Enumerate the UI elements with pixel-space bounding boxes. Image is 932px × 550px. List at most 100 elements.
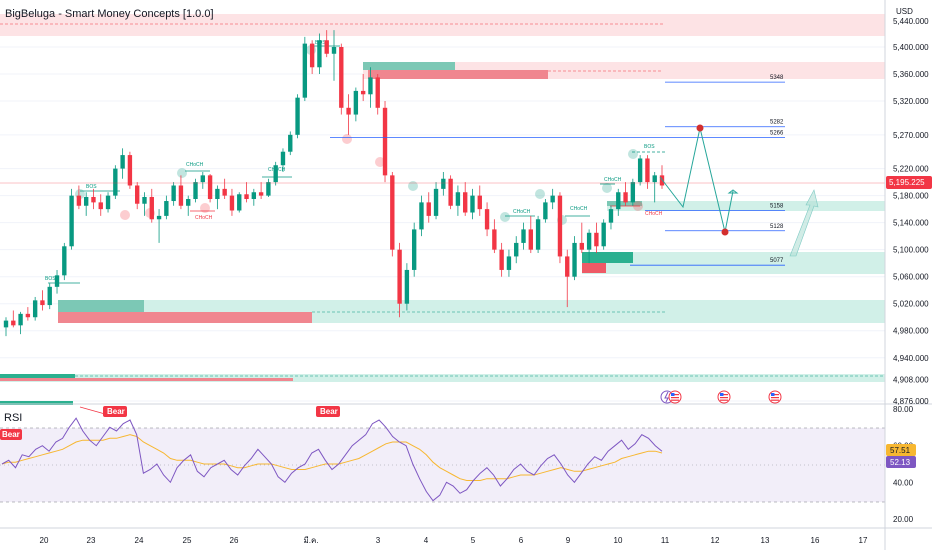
demand-zone-bottom [0,374,885,382]
candle-body [18,313,23,326]
candle-body [237,194,242,211]
rsi-tick-label: 40.00 [893,478,914,487]
time-axis[interactable]: 20 23 24 25 26 มี.ค. 3 4 5 6 9 10 11 12 13 16 17 [40,536,868,545]
rsi-pane: RSI Bear Bear Bear [0,403,932,503]
candle-body [339,47,344,108]
candle-body [32,300,38,318]
candle-body [484,209,490,230]
rsi-line [1,417,663,502]
indicator-title[interactable]: BigBeluga - Smart Money Concepts [1.0.0] [5,8,214,20]
candle-body [135,185,140,204]
candle-body [623,192,628,203]
us-flag-icon[interactable] [717,390,731,404]
candle-body [324,40,329,54]
candle-body [76,195,82,206]
bear-order-block-5000 [58,312,312,323]
time-tick-label: 9 [566,536,571,545]
time-tick-label: 10 [614,536,623,545]
candle-body [229,195,235,211]
candle-body [244,194,249,200]
candle-body [382,107,388,176]
candle-body [251,192,257,200]
time-tick-label: 4 [424,536,429,545]
level-label-5266: 5266 [770,131,784,137]
time-tick-label: 11 [661,536,670,545]
time-tick-label: 26 [230,536,239,545]
candle-body [594,232,599,247]
candle-body [572,242,577,277]
time-tick-label: มี.ค. [303,536,318,545]
economic-events[interactable] [660,390,782,404]
time-tick-label: 23 [87,536,96,545]
rsi-ma-value-tag: 52.13 [886,456,916,468]
candle-body [419,202,424,230]
price-tick-label: 5,320.000 [893,97,929,106]
rsi-tick-label: 80.00 [893,405,914,414]
price-tick-label: 5,100.000 [893,246,929,255]
swing-high-marker [628,149,638,159]
swing-high-marker [602,183,612,193]
time-tick-label: 13 [761,536,770,545]
candle-body [149,196,154,220]
bear-order-block-5077 [582,263,606,273]
demand-zone-edge [0,401,73,405]
candle-body [528,229,533,250]
svg-text:Bear: Bear [107,407,125,416]
bull-order-block-5348 [363,62,455,70]
price-tick-label: 5,220.000 [893,165,929,174]
candle-body [375,77,380,108]
candle-body [156,215,162,220]
price-tick-label: 4,908.000 [893,375,929,384]
bear-badge-3: Bear [0,429,22,440]
bear-order-block-5348 [368,70,548,79]
candle-body [288,134,293,152]
current-price-tag: 5,195.225 [886,176,932,189]
price-levels: 5348 5282 5266 5158 5128 5077 [330,75,785,266]
time-tick-label: 16 [811,536,820,545]
candle-body [266,182,271,196]
candle-body [637,158,643,183]
time-tick-label: 5 [471,536,476,545]
rsi-title: RSI [4,412,22,424]
price-tick-label: 5,180.000 [893,192,929,201]
us-flag-icon[interactable] [768,390,782,404]
candle-body [368,77,373,95]
time-tick-label: 6 [519,536,524,545]
swing-low-marker [342,134,352,144]
candle-body [54,275,60,287]
swing-high-marker [535,189,545,199]
candle-body [142,196,147,204]
projection-arrow-head [727,189,739,194]
candle-body [557,195,563,257]
us-flag-icon[interactable] [668,390,682,404]
choch-label-6: CHoCH [604,177,622,183]
projection-target-high [696,124,704,132]
price-tick-label: 4,940.000 [893,354,929,363]
candle-body [91,196,96,203]
candle-body [47,286,52,306]
candle-body [193,182,198,200]
candle-body [178,185,184,206]
swing-high-marker [500,212,510,222]
smc-zones [0,14,885,405]
candle-body [543,202,548,220]
price-tick-label: 5,020.000 [893,300,929,309]
candle-body [360,90,366,95]
rsi-ma-line [1,434,663,481]
demand-zone-5077 [582,252,885,274]
candle-body [331,47,337,54]
candle-body [40,300,45,306]
bear-badge-1: Bear [103,406,127,417]
candle-body [630,182,636,203]
candle-body [280,151,286,166]
level-label-5077: 5077 [770,258,784,264]
candle-body [390,175,395,250]
candle-body [302,43,308,98]
swing-high-marker [408,181,418,191]
candle-body [601,222,606,247]
candle-body [171,185,176,202]
price-tick-label: 4,876.000 [893,397,929,406]
price-axis[interactable]: 5,440.000 5,400.000 5,360.000 5,320.000 5,27… [893,17,929,406]
candle-body [3,320,9,328]
